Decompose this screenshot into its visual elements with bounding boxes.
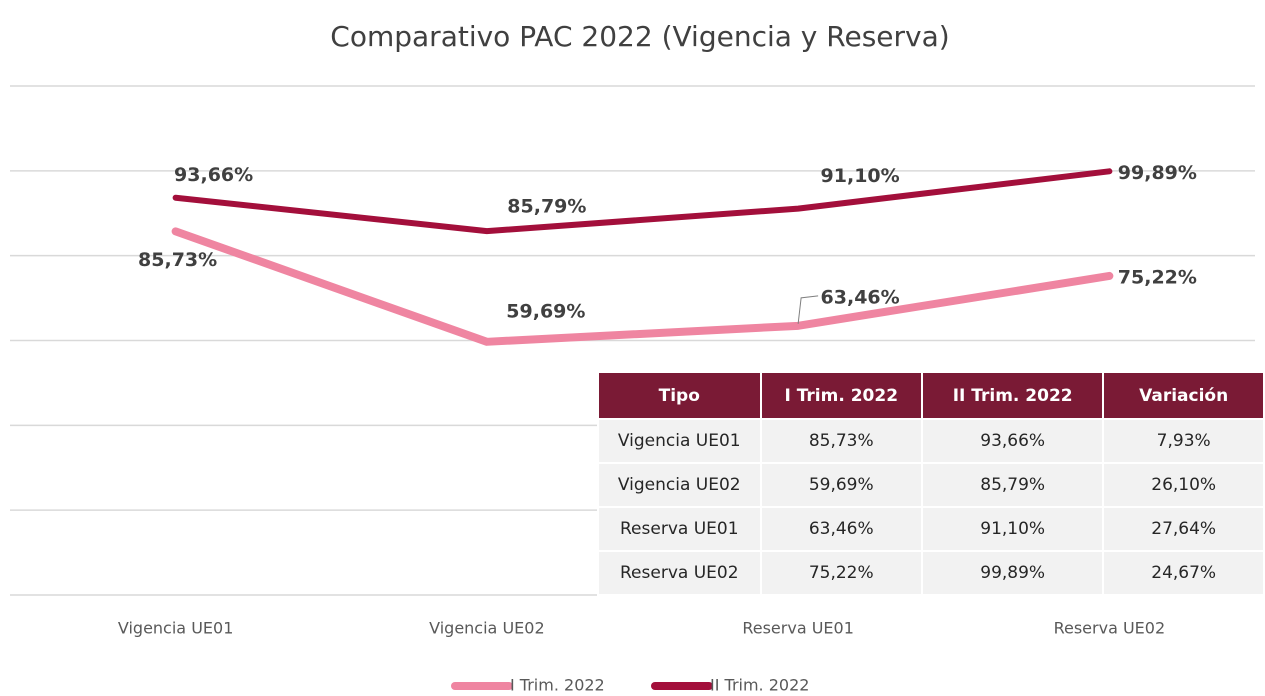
table-header: Tipo I Trim. 2022 II Trim. 2022 Variación [597, 371, 1265, 420]
table-row: Reserva UE02 75,22% 99,89% 24,67% [597, 550, 1265, 596]
table-header-cell: II Trim. 2022 [920, 371, 1105, 420]
x-tick-label: Vigencia UE01 [118, 619, 234, 638]
data-label: 63,46% [821, 286, 900, 308]
line [172, 168, 1113, 235]
table-row: Reserva UE01 63,46% 91,10% 27,64% [597, 506, 1265, 552]
table-cell: Vigencia UE01 [597, 418, 762, 464]
table-body: Vigencia UE01 85,73% 93,66% 7,93% Vigencia U… [597, 418, 1265, 596]
x-tick-label: Reserva UE01 [742, 619, 854, 638]
table-cell: 7,93% [1102, 418, 1265, 464]
table-cell: 85,73% [759, 418, 923, 464]
legend-label: II Trim. 2022 [710, 676, 809, 695]
table-header-cell: Tipo [597, 371, 762, 420]
table-header-cell: Variación [1102, 371, 1265, 420]
table-cell: 59,69% [759, 462, 923, 508]
data-table: Tipo I Trim. 2022 II Trim. 2022 Variación V… [597, 371, 1265, 596]
table-cell: 63,46% [759, 506, 923, 552]
table-cell: Reserva UE01 [597, 506, 762, 552]
line [171, 227, 1114, 346]
table-cell: Vigencia UE02 [597, 462, 762, 508]
data-label: 93,66% [174, 164, 253, 186]
table-cell: 26,10% [1102, 462, 1265, 508]
x-tick-label: Reserva UE02 [1054, 619, 1166, 638]
legend-label: I Trim. 2022 [510, 676, 605, 695]
table-cell: 75,22% [759, 550, 923, 596]
data-label: 85,73% [138, 249, 217, 271]
data-label: 99,89% [1118, 162, 1197, 184]
table-header-cell: I Trim. 2022 [759, 371, 923, 420]
chart-title: Comparativo PAC 2022 (Vigencia y Reserva… [330, 20, 949, 53]
table-cell: 85,79% [920, 462, 1105, 508]
data-label: 85,79% [507, 196, 586, 218]
leader-line [797, 295, 819, 324]
data-label: 91,10% [821, 165, 900, 187]
table-cell: 27,64% [1102, 506, 1265, 552]
table-cell: Reserva UE02 [597, 550, 762, 596]
data-label: 75,22% [1118, 266, 1197, 288]
table-cell: 99,89% [920, 550, 1105, 596]
table-cell: 93,66% [920, 418, 1105, 464]
table-cell: 91,10% [920, 506, 1105, 552]
table-row: Vigencia UE02 59,69% 85,79% 26,10% [597, 462, 1265, 508]
data-label: 59,69% [506, 300, 585, 322]
table-row: Vigencia UE01 85,73% 93,66% 7,93% [597, 418, 1265, 464]
x-tick-label: Vigencia UE02 [429, 619, 545, 638]
table-cell: 24,67% [1102, 550, 1265, 596]
